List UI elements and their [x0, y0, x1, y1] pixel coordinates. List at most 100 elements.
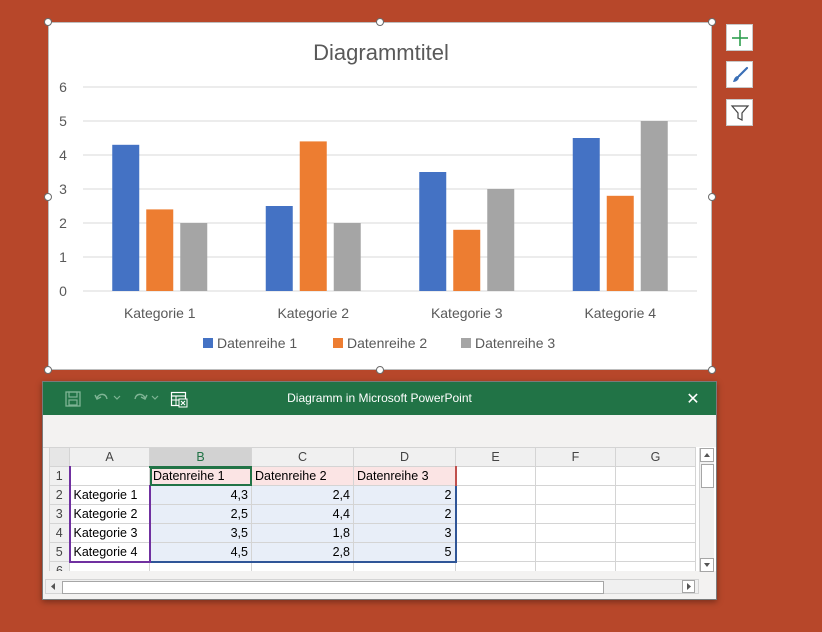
row-header[interactable]: 6	[49, 561, 70, 571]
resize-handle-bottom-right[interactable]	[708, 366, 716, 374]
cell-f3[interactable]	[535, 504, 616, 524]
resize-handle-bottom-left[interactable]	[44, 366, 52, 374]
chart-styles-button[interactable]	[726, 61, 753, 88]
cell-d5[interactable]: 5	[353, 542, 457, 563]
cell-e1[interactable]	[455, 466, 536, 486]
cell-d4[interactable]: 3	[353, 523, 457, 543]
undo-icon[interactable]	[93, 390, 111, 408]
cell-f2[interactable]	[535, 485, 616, 505]
column-header[interactable]: G	[615, 447, 696, 467]
chart-area[interactable]: Diagrammtitel 0 1 2 3 4 5 6 Kategorie 1 Kategorie…	[48, 22, 712, 370]
scroll-up-icon[interactable]	[700, 448, 714, 462]
y-tick-label: 4	[59, 147, 67, 163]
cell-d1[interactable]: Datenreihe 3	[353, 466, 457, 486]
save-icon[interactable]	[64, 390, 82, 408]
horizontal-scroll-thumb[interactable]	[62, 581, 604, 594]
row-header[interactable]: 2	[49, 485, 70, 505]
cell-d6[interactable]	[353, 561, 456, 571]
plus-icon	[731, 29, 748, 46]
cell-a1[interactable]	[68, 466, 150, 486]
vertical-scrollbar[interactable]	[699, 448, 714, 572]
cell-c2[interactable]: 2,4	[251, 485, 354, 505]
data-table[interactable]: A B C D E F G 1 Datenreihe 1 Datenreihe …	[49, 447, 696, 571]
cell-a2[interactable]: Kategorie 1	[68, 485, 150, 505]
vertical-scroll-thumb[interactable]	[701, 464, 714, 488]
chart-filters-button[interactable]	[726, 99, 753, 126]
spreadsheet-grid[interactable]: A B C D E F G 1 Datenreihe 1 Datenreihe …	[49, 447, 716, 571]
resize-handle-bottom[interactable]	[376, 366, 384, 374]
cell-b2[interactable]: 4,3	[148, 485, 252, 505]
table-row: 1 Datenreihe 1 Datenreihe 2 Datenreihe 3	[49, 466, 696, 486]
cell-e3[interactable]	[455, 504, 536, 524]
resize-handle-top[interactable]	[376, 18, 384, 26]
bar	[112, 144, 140, 291]
close-icon: ✕	[686, 390, 700, 408]
cell-g6[interactable]	[615, 561, 696, 571]
close-button[interactable]: ✕	[670, 382, 716, 415]
redo-icon[interactable]	[131, 390, 149, 408]
scroll-right-icon[interactable]	[682, 580, 695, 593]
cell-b6[interactable]	[149, 561, 252, 571]
cell-a3[interactable]: Kategorie 2	[68, 504, 150, 524]
cell-b1[interactable]: Datenreihe 1	[149, 466, 252, 486]
y-tick-label: 3	[59, 181, 67, 197]
cell-g2[interactable]	[615, 485, 696, 505]
edit-in-excel-icon[interactable]	[170, 390, 188, 408]
row-header[interactable]: 3	[49, 504, 70, 524]
cell-f6[interactable]	[535, 561, 616, 571]
resize-handle-top-left[interactable]	[44, 18, 52, 26]
scroll-left-icon[interactable]	[47, 580, 60, 593]
row-header[interactable]: 5	[49, 542, 70, 562]
cell-g3[interactable]	[615, 504, 696, 524]
cell-g1[interactable]	[615, 466, 696, 486]
bar	[265, 206, 293, 291]
resize-handle-left[interactable]	[44, 193, 52, 201]
cell-c5[interactable]: 2,8	[251, 542, 354, 563]
bar	[487, 189, 515, 291]
y-tick-label: 1	[59, 249, 67, 265]
redo-dropdown-icon[interactable]	[151, 394, 159, 402]
cell-g4[interactable]	[615, 523, 696, 543]
column-header[interactable]: D	[353, 447, 456, 467]
resize-handle-top-right[interactable]	[708, 18, 716, 26]
cell-c1[interactable]: Datenreihe 2	[251, 466, 354, 486]
cell-a5[interactable]: Kategorie 4	[68, 542, 150, 563]
cell-e2[interactable]	[455, 485, 536, 505]
cell-d2[interactable]: 2	[353, 485, 457, 505]
cell-c3[interactable]: 4,4	[251, 504, 354, 524]
horizontal-scrollbar[interactable]	[45, 579, 699, 594]
column-header[interactable]: B	[149, 447, 252, 468]
cell-f4[interactable]	[535, 523, 616, 543]
column-header[interactable]: F	[535, 447, 616, 467]
row-header[interactable]: 1	[49, 466, 70, 486]
cell-a4[interactable]: Kategorie 3	[68, 523, 150, 543]
x-tick-label: Kategorie 1	[124, 305, 196, 321]
cell-c6[interactable]	[251, 561, 354, 571]
y-tick-label: 5	[59, 113, 67, 129]
cell-b3[interactable]: 2,5	[148, 504, 252, 524]
cell-g5[interactable]	[615, 542, 696, 562]
legend-label: Datenreihe 2	[347, 335, 427, 351]
window-titlebar[interactable]: Diagramm in Microsoft PowerPoint ✕	[43, 382, 716, 415]
undo-dropdown-icon[interactable]	[113, 394, 121, 402]
resize-handle-right[interactable]	[708, 193, 716, 201]
cell-e5[interactable]	[455, 542, 536, 562]
cell-e4[interactable]	[455, 523, 536, 543]
cell-b5[interactable]: 4,5	[148, 542, 252, 563]
cell-e6[interactable]	[455, 561, 536, 571]
column-header[interactable]: E	[455, 447, 536, 467]
cell-f5[interactable]	[535, 542, 616, 562]
cell-d3[interactable]: 2	[353, 504, 457, 524]
cell-c4[interactable]: 1,8	[251, 523, 354, 543]
cell-a6[interactable]	[69, 561, 150, 571]
select-all-corner[interactable]	[49, 447, 70, 467]
chart-data-window[interactable]: Diagramm in Microsoft PowerPoint ✕ A B C…	[42, 381, 717, 600]
column-header[interactable]: A	[69, 447, 150, 467]
bar	[453, 229, 481, 291]
chart-elements-button[interactable]	[726, 24, 753, 51]
cell-f1[interactable]	[535, 466, 616, 486]
cell-b4[interactable]: 3,5	[148, 523, 252, 543]
row-header[interactable]: 4	[49, 523, 70, 543]
column-header[interactable]: C	[251, 447, 354, 467]
scroll-down-icon[interactable]	[700, 558, 714, 572]
